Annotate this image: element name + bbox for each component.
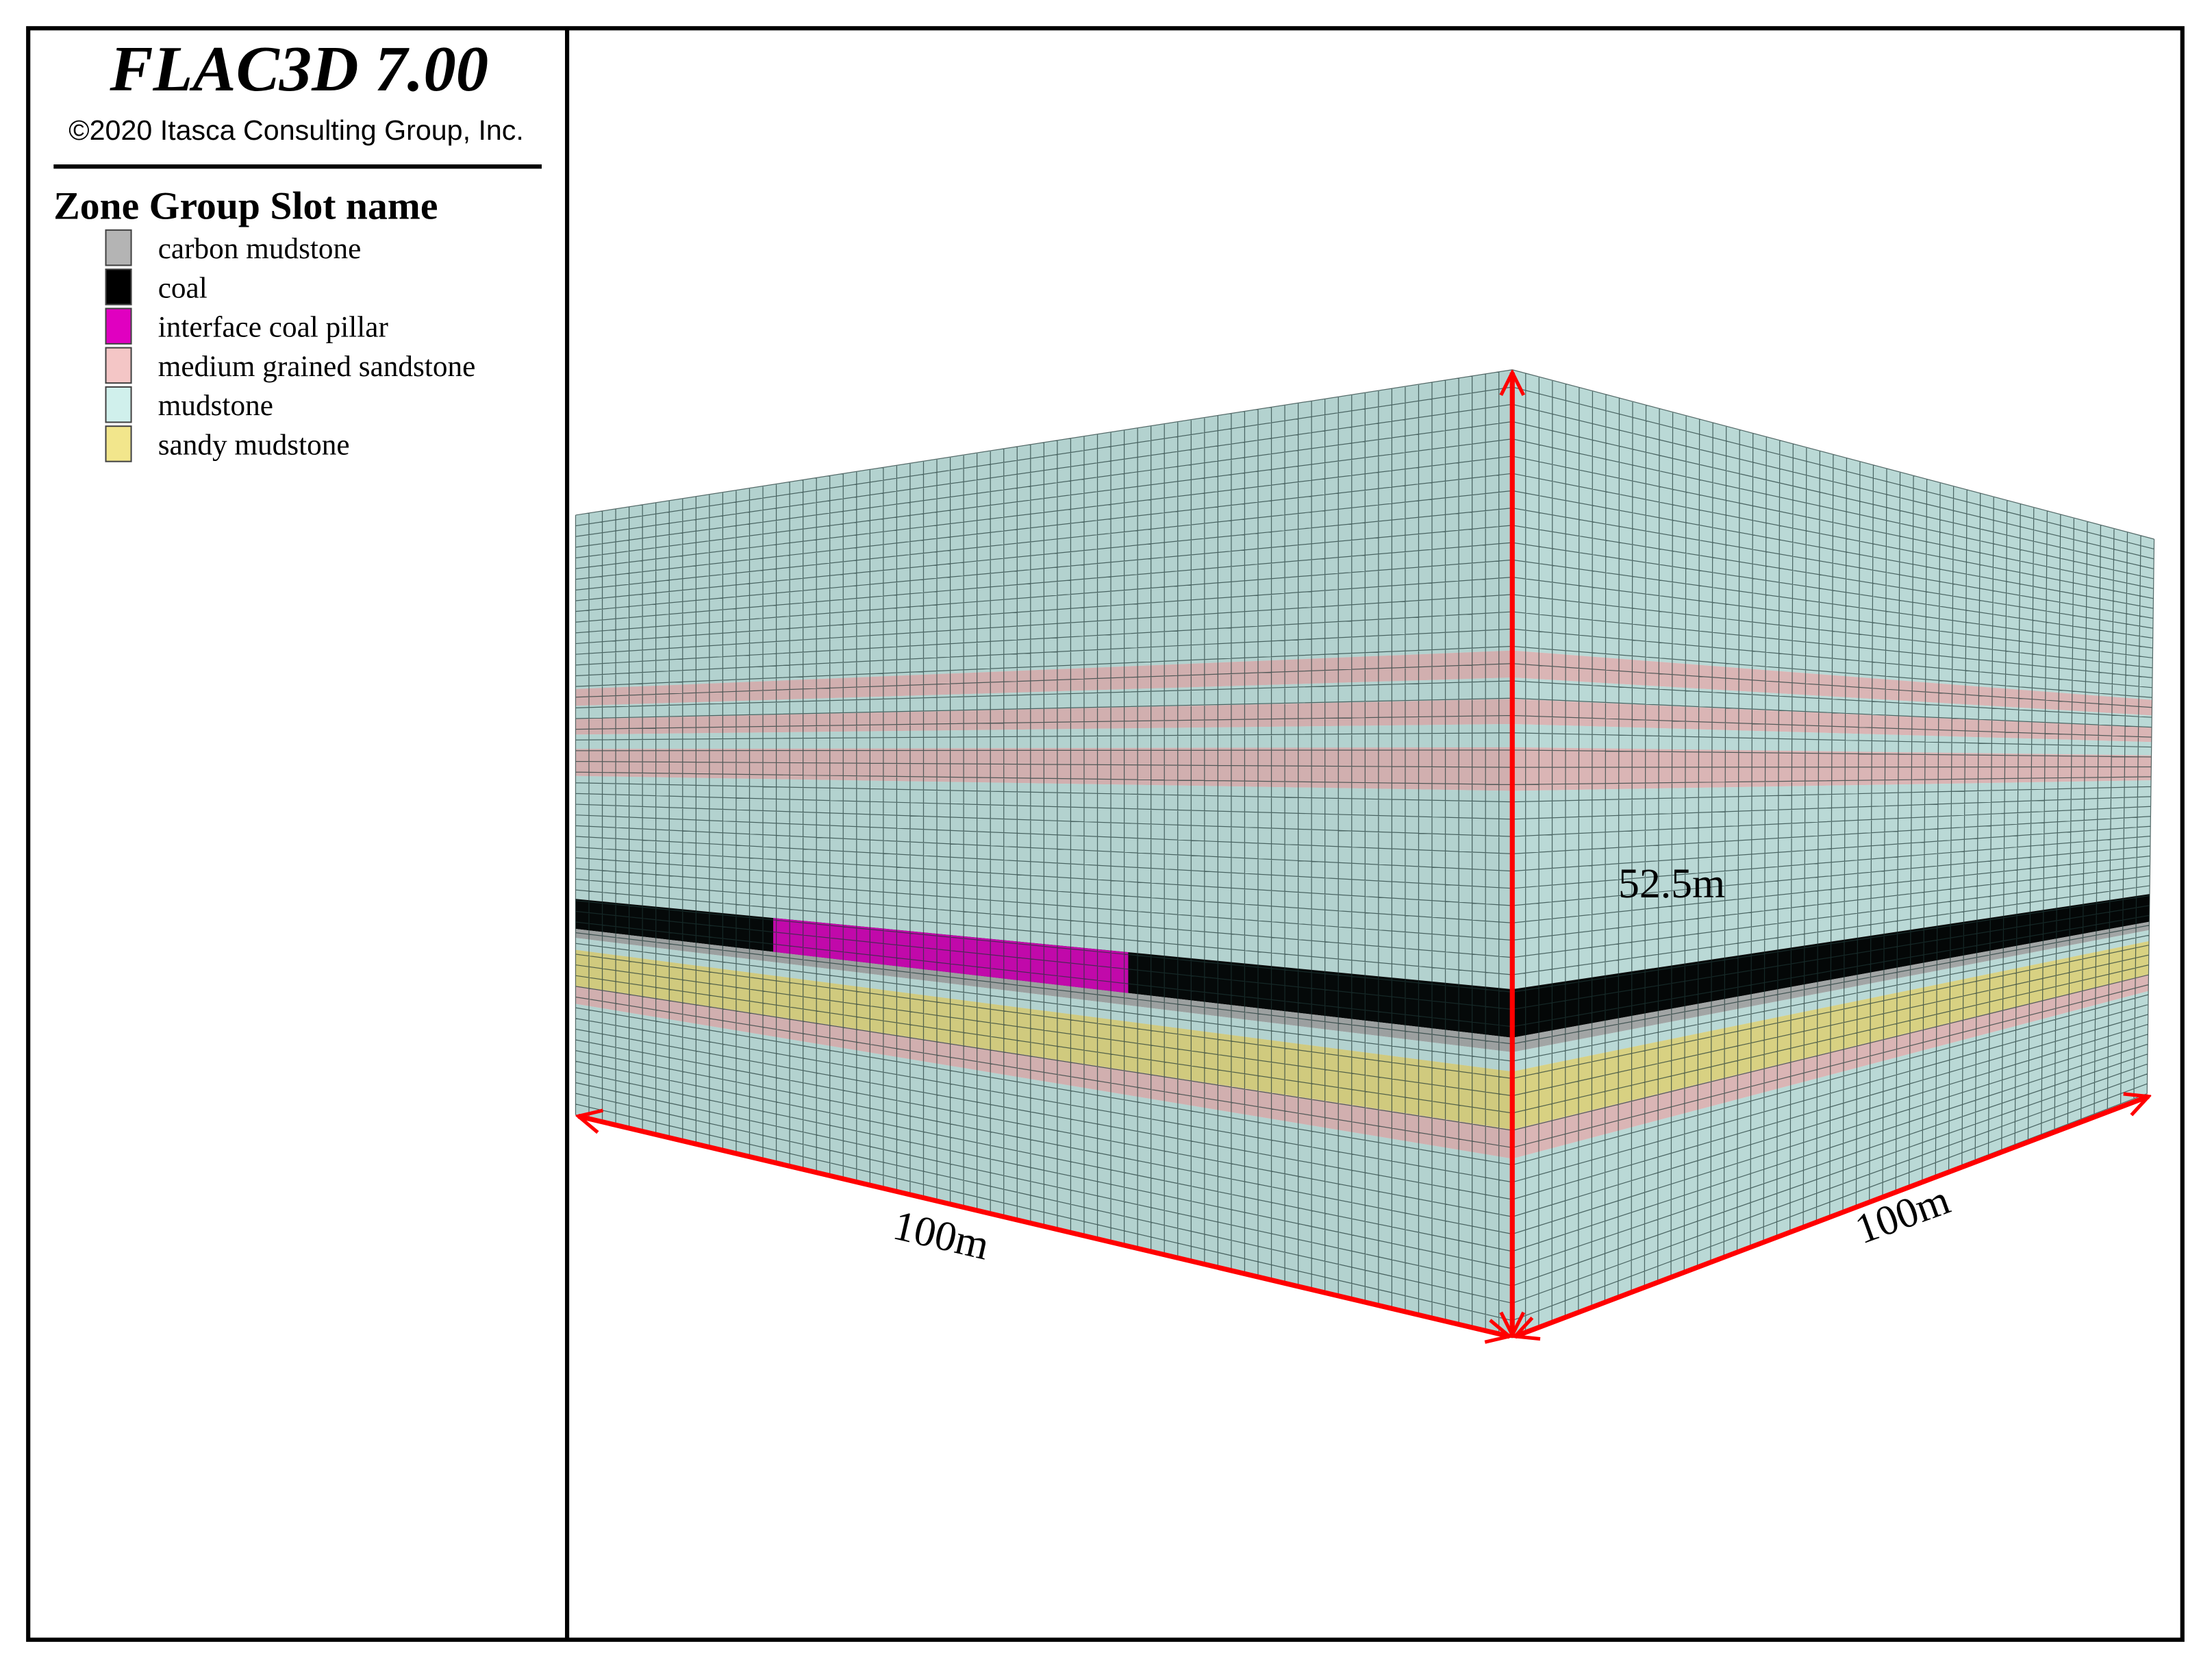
- height-label: 52.5m: [1618, 860, 1725, 907]
- legend: carbon mudstone coal interface coal pillar…: [105, 229, 476, 462]
- width-arrow: [1515, 1097, 2148, 1336]
- legend-label: carbon mudstone: [158, 232, 362, 265]
- legend-swatch: [105, 269, 132, 306]
- legend-swatch: [105, 386, 132, 423]
- coal-pillar: [773, 918, 1129, 993]
- legend-label: mudstone: [158, 389, 273, 422]
- legend-label: coal: [158, 271, 208, 304]
- legend-title: Zone Group Slot name: [53, 184, 438, 227]
- length-arrow: [579, 1116, 1510, 1336]
- legend-swatch: [105, 425, 132, 462]
- legend-swatch: [105, 347, 132, 384]
- legend-swatch: [105, 308, 132, 345]
- mesh: [575, 369, 1513, 1339]
- legend-label: interface coal pillar: [158, 311, 389, 344]
- copyright: ©2020 Itasca Consulting Group, Inc.: [68, 114, 524, 146]
- title: FLAC3D 7.00: [109, 34, 488, 105]
- legend-label: medium grained sandstone: [158, 350, 476, 383]
- legend-label: sandy mudstone: [158, 428, 350, 461]
- legend-swatch: [105, 229, 132, 266]
